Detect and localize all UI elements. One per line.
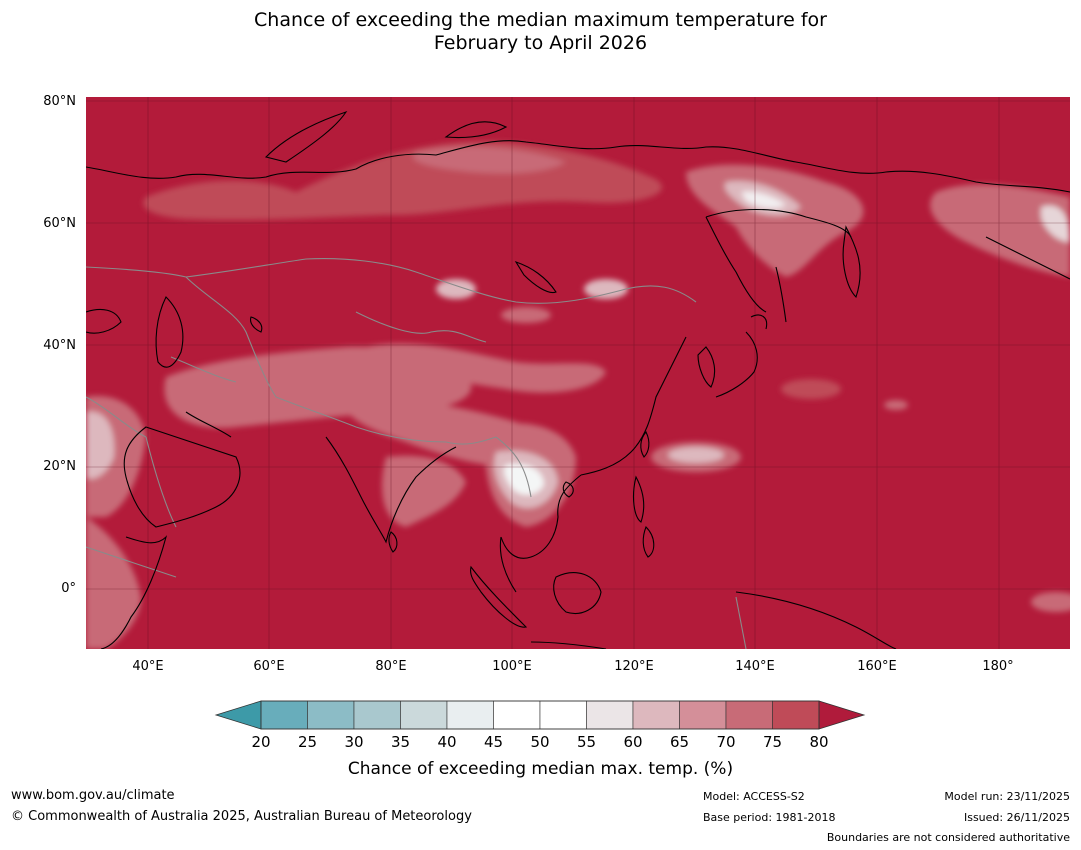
colorbar-segment-25-30 xyxy=(307,700,355,730)
copyright-text: © Commonwealth of Australia 2025, Austra… xyxy=(11,809,472,824)
lon-label-100e: 100°E xyxy=(492,659,532,674)
colorbar xyxy=(214,700,866,730)
colorbar-tick-35: 35 xyxy=(390,733,411,751)
shade-far-east-white xyxy=(741,191,786,209)
shade-pacific-5 xyxy=(1031,592,1070,612)
colorbar-tick-25: 25 xyxy=(297,733,318,751)
colorbar-low-arrow xyxy=(214,700,262,730)
shade-pacific-2 xyxy=(668,447,724,463)
shade-chukotka xyxy=(930,184,1070,277)
colorbar-tick-40: 40 xyxy=(437,733,457,751)
shade-arabia-light xyxy=(86,411,115,479)
colorbar-tick-80: 80 xyxy=(809,733,829,751)
colorbar-segment-65-70 xyxy=(679,700,727,730)
base-period-text: Base period: 1981-2018 xyxy=(703,811,836,824)
title-line-1: Chance of exceeding the median maximum t… xyxy=(254,9,827,31)
shade-east-africa xyxy=(86,517,141,649)
probability-shading xyxy=(86,141,1070,649)
lat-label-60n: 60°N xyxy=(43,216,76,231)
lon-label-60e: 60°E xyxy=(253,659,285,674)
lon-label-180: 180° xyxy=(982,659,1014,674)
model-run-text: Model run: 23/11/2025 xyxy=(944,790,1070,803)
shade-mongolia-3 xyxy=(501,307,551,323)
chart-title: Chance of exceeding the median maximum t… xyxy=(0,9,1081,55)
shade-mongolia-2 xyxy=(584,279,628,299)
shade-north-russia xyxy=(143,141,663,220)
lon-label-40e: 40°E xyxy=(132,659,164,674)
lon-label-120e: 120°E xyxy=(614,659,654,674)
colorbar-tick-70: 70 xyxy=(716,733,736,751)
shade-far-east xyxy=(686,164,864,277)
colorbar-high-arrow xyxy=(818,700,866,730)
colorbar-label: Chance of exceeding median max. temp. (%… xyxy=(347,759,734,779)
lat-label-0: 0° xyxy=(61,581,76,596)
colorbar-outline xyxy=(260,700,820,730)
model-text: Model: ACCESS-S2 xyxy=(703,790,805,803)
coastlines xyxy=(86,110,1070,649)
shade-india xyxy=(382,455,466,527)
colorbar-tick-60: 60 xyxy=(623,733,643,751)
colorbar-segment-60-65 xyxy=(632,700,680,730)
colorbar-segment-70-75 xyxy=(725,700,773,730)
colorbar-tick-75: 75 xyxy=(762,733,783,751)
colorbar-segment-45-50 xyxy=(493,700,541,730)
colorbar-segment-55-60 xyxy=(586,700,634,730)
colorbar-tick-50: 50 xyxy=(530,733,550,751)
colorbar-tick-55: 55 xyxy=(576,733,597,751)
colorbar-segment-30-35 xyxy=(353,700,401,730)
graticule xyxy=(86,97,1070,649)
shade-chukotka-light xyxy=(1041,205,1070,242)
disclaimer-text: Boundaries are not considered authoritat… xyxy=(826,831,1070,844)
colorbar-segment-40-45 xyxy=(446,700,494,730)
lon-label-140e: 140°E xyxy=(735,659,775,674)
shade-north-russia-2 xyxy=(412,146,566,174)
lat-label-20n: 20°N xyxy=(43,459,76,474)
country-boundaries xyxy=(86,258,747,649)
title-line-2: February to April 2026 xyxy=(433,32,648,54)
lon-label-80e: 80°E xyxy=(375,659,407,674)
shade-mongolia-1 xyxy=(436,279,476,299)
colorbar-tick-30: 30 xyxy=(344,733,364,751)
colorbar-segment-20-25 xyxy=(260,700,308,730)
shade-china-band xyxy=(366,343,606,393)
colorbar-segment-50-55 xyxy=(539,700,587,730)
website-link[interactable]: www.bom.gov.au/climate xyxy=(11,788,175,803)
map-canvas xyxy=(86,97,1070,649)
colorbar-segment-75-80 xyxy=(772,700,820,730)
colorbar-segment-35-40 xyxy=(400,700,448,730)
lat-label-40n: 40°N xyxy=(43,338,76,353)
shade-indochina-white xyxy=(503,463,544,495)
colorbar-tick-65: 65 xyxy=(669,733,690,751)
shade-pacific-4 xyxy=(884,400,908,410)
colorbar-tick-20: 20 xyxy=(251,733,271,751)
issued-text: Issued: 26/11/2025 xyxy=(963,811,1070,824)
lon-label-160e: 160°E xyxy=(857,659,897,674)
shade-pacific-3 xyxy=(781,379,841,399)
map-area[interactable] xyxy=(86,97,1070,649)
colorbar-tick-45: 45 xyxy=(483,733,504,751)
lat-label-80n: 80°N xyxy=(43,94,76,109)
